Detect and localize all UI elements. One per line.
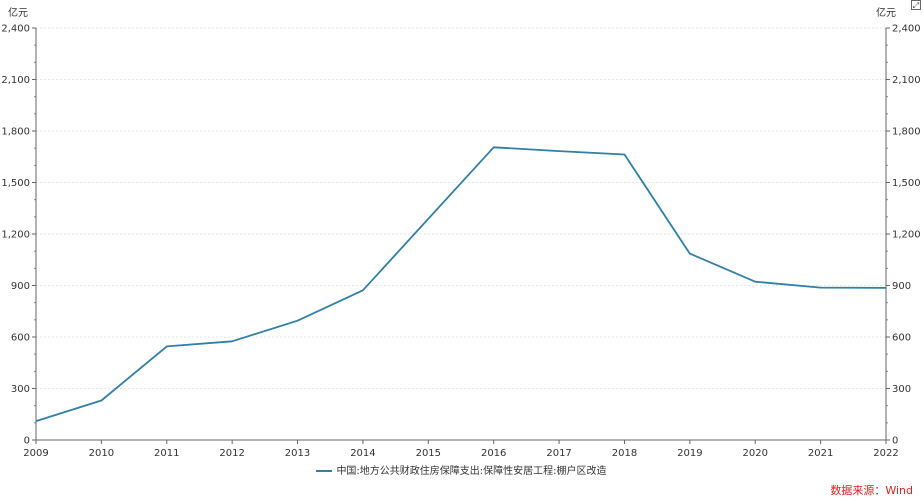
x-tick-label: 2011 bbox=[154, 448, 179, 459]
y-tick-label-right: 900 bbox=[892, 281, 911, 292]
y-tick-label-left: 1,500 bbox=[1, 178, 30, 189]
y-tick-label-right: 1,200 bbox=[892, 230, 921, 241]
x-tick-label: 2017 bbox=[546, 448, 571, 459]
y-axis-unit-right: 亿元 bbox=[876, 6, 896, 19]
x-tick-label: 2009 bbox=[23, 448, 48, 459]
x-tick-label: 2020 bbox=[743, 448, 768, 459]
x-tick-label: 2021 bbox=[808, 448, 833, 459]
y-tick-label-right: 2,400 bbox=[892, 24, 921, 35]
y-axis-unit-left: 亿元 bbox=[8, 6, 28, 19]
y-tick-label-right: 300 bbox=[892, 384, 911, 395]
x-tick-label: 2010 bbox=[89, 448, 114, 459]
y-tick-label-left: 1,200 bbox=[1, 230, 30, 241]
y-tick-label-left: 0 bbox=[24, 436, 30, 447]
y-tick-label-left: 900 bbox=[11, 281, 30, 292]
y-tick-label-left: 2,100 bbox=[1, 75, 30, 86]
x-tick-label: 2016 bbox=[481, 448, 506, 459]
y-tick-label-left: 300 bbox=[11, 384, 30, 395]
y-tick-label-left: 1,800 bbox=[1, 127, 30, 138]
y-tick-label-right: 1,500 bbox=[892, 178, 921, 189]
y-tick-label-left: 2,400 bbox=[1, 24, 30, 35]
series-line bbox=[35, 146, 887, 422]
y-tick-label-right: 1,800 bbox=[892, 127, 921, 138]
legend-label: 中国:地方公共财政住房保障支出:保障性安居工程:棚户区改造 bbox=[336, 466, 607, 477]
y-tick-label-left: 600 bbox=[11, 333, 30, 344]
axes bbox=[32, 27, 890, 444]
x-tick-label: 2015 bbox=[416, 448, 441, 459]
y-tick-label-right: 600 bbox=[892, 333, 911, 344]
x-tick-label: 2018 bbox=[612, 448, 637, 459]
legend-swatch bbox=[316, 470, 333, 472]
source-note: 数据来源：Wind bbox=[830, 484, 913, 497]
expand-icon[interactable]: ⤢ bbox=[911, 0, 921, 10]
x-tick-label: 2022 bbox=[873, 448, 898, 459]
y-tick-label-right: 0 bbox=[892, 436, 898, 447]
x-tick-label: 2013 bbox=[285, 448, 310, 459]
series-lines bbox=[35, 146, 887, 422]
x-tick-label: 2014 bbox=[350, 448, 375, 459]
y-tick-label-right: 2,100 bbox=[892, 75, 921, 86]
tick-labels: 0 0 300 300 600 600 900 900 1,200 1,200 1,500 1,500… bbox=[1, 24, 920, 460]
legend: 中国:地方公共财政住房保障支出:保障性安居工程:棚户区改造 bbox=[0, 462, 923, 477]
x-tick-label: 2019 bbox=[677, 448, 702, 459]
grid-lines bbox=[36, 27, 886, 389]
x-tick-label: 2012 bbox=[219, 448, 244, 459]
